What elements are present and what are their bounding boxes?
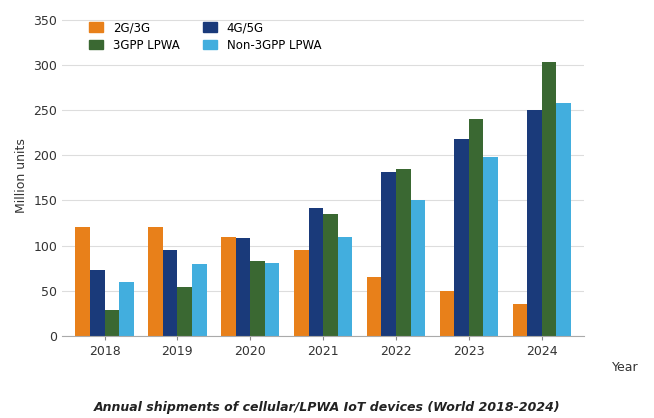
Bar xyxy=(75,227,90,336)
Bar xyxy=(148,227,163,336)
Bar xyxy=(396,169,411,336)
Bar xyxy=(367,277,381,336)
Bar xyxy=(177,287,192,336)
Bar xyxy=(557,103,571,336)
Text: Year: Year xyxy=(612,361,639,374)
Bar xyxy=(381,171,396,336)
Bar xyxy=(265,263,279,336)
Bar xyxy=(294,250,309,336)
Bar xyxy=(250,261,265,336)
Bar xyxy=(90,270,105,336)
Bar xyxy=(439,291,455,336)
Bar xyxy=(542,62,557,336)
Bar xyxy=(527,110,542,336)
Bar xyxy=(411,200,425,336)
Bar xyxy=(221,237,235,336)
Bar xyxy=(235,238,250,336)
Bar xyxy=(337,237,353,336)
Bar xyxy=(469,119,483,336)
Text: Annual shipments of cellular/LPWA IoT devices (World 2018-2024): Annual shipments of cellular/LPWA IoT de… xyxy=(94,401,560,414)
Bar xyxy=(105,311,119,336)
Bar xyxy=(119,282,133,336)
Bar xyxy=(192,264,207,336)
Bar xyxy=(163,250,177,336)
Y-axis label: Million units: Million units xyxy=(15,138,28,213)
Bar xyxy=(309,208,323,336)
Bar xyxy=(513,304,527,336)
Legend: 2G/3G, 3GPP LPWA, 4G/5G, Non-3GPP LPWA: 2G/3G, 3GPP LPWA, 4G/5G, Non-3GPP LPWA xyxy=(89,21,321,51)
Bar xyxy=(323,214,337,336)
Bar xyxy=(483,157,498,336)
Bar xyxy=(455,139,469,336)
